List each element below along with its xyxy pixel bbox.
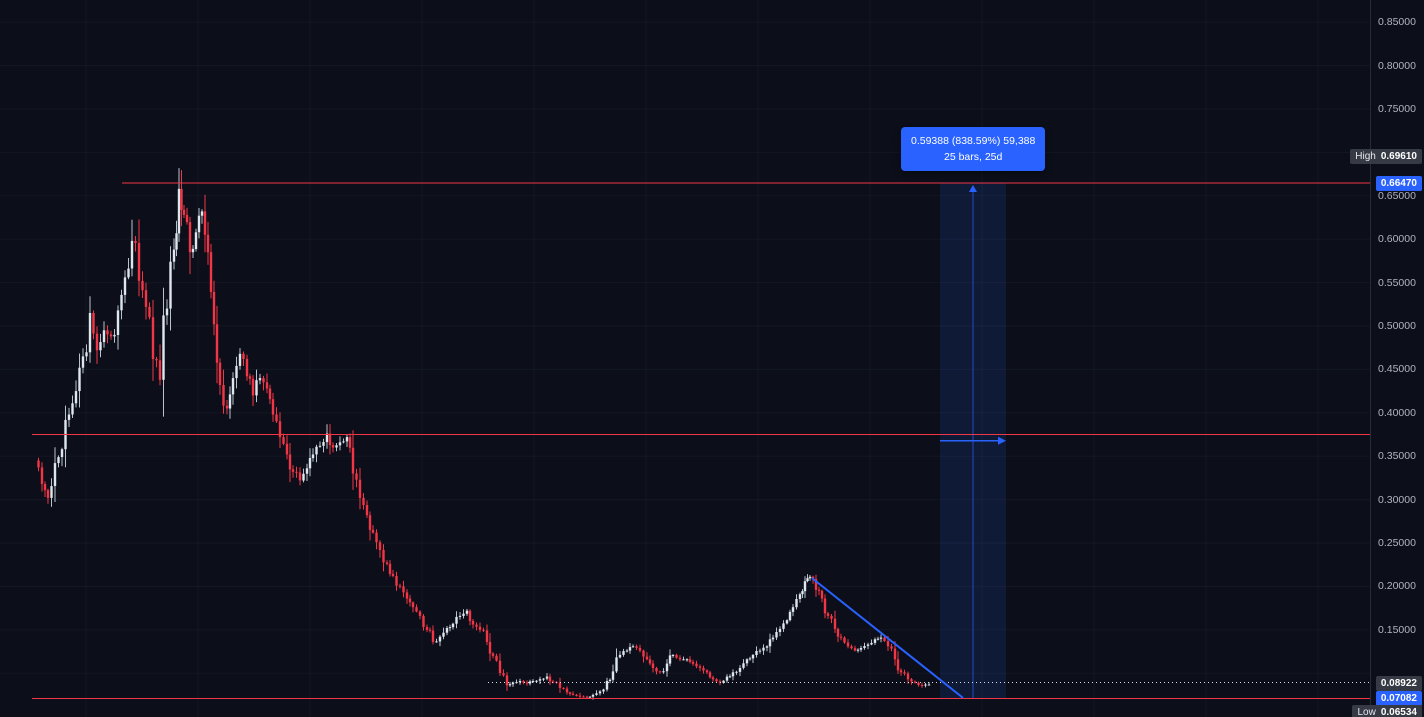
price-tick-label: 0.50000 [1378, 320, 1416, 332]
price-tick-label: 0.45000 [1378, 363, 1416, 375]
price-tick-label: 0.65000 [1378, 190, 1416, 202]
price-tick-label: 0.40000 [1378, 407, 1416, 419]
candlestick-series[interactable] [37, 168, 931, 700]
grid [0, 0, 1370, 717]
trendline[interactable] [811, 577, 964, 699]
measure-tooltip[interactable]: 0.59388 (838.59%) 59,388 25 bars, 25d [901, 127, 1046, 171]
price-tick-label: 0.55000 [1378, 277, 1416, 289]
price-tick-label: 0.35000 [1378, 450, 1416, 462]
measure-up-arrow-icon [969, 185, 977, 192]
price-tick-label: 0.20000 [1378, 580, 1416, 592]
price-tick-label: 0.25000 [1378, 537, 1416, 549]
measure-price-change: 0.59388 (838.59%) 59,388 [911, 135, 1036, 147]
candlestick-chart[interactable] [0, 0, 1370, 717]
price-scale[interactable]: 0.85000 0.80000 0.75000 0.65000 0.60000 0.550… [1370, 0, 1424, 717]
price-tick-label: 0.15000 [1378, 624, 1416, 636]
measure-bar-count: 25 bars, 25d [943, 151, 1003, 163]
price-tick-label: 0.30000 [1378, 494, 1416, 506]
price-tick-label: 0.60000 [1378, 233, 1416, 245]
price-tick-label: 0.80000 [1378, 60, 1416, 72]
price-tick-label: 0.85000 [1378, 16, 1416, 28]
measure-right-arrow-icon [998, 436, 1006, 445]
price-tick-label: 0.75000 [1378, 103, 1416, 115]
